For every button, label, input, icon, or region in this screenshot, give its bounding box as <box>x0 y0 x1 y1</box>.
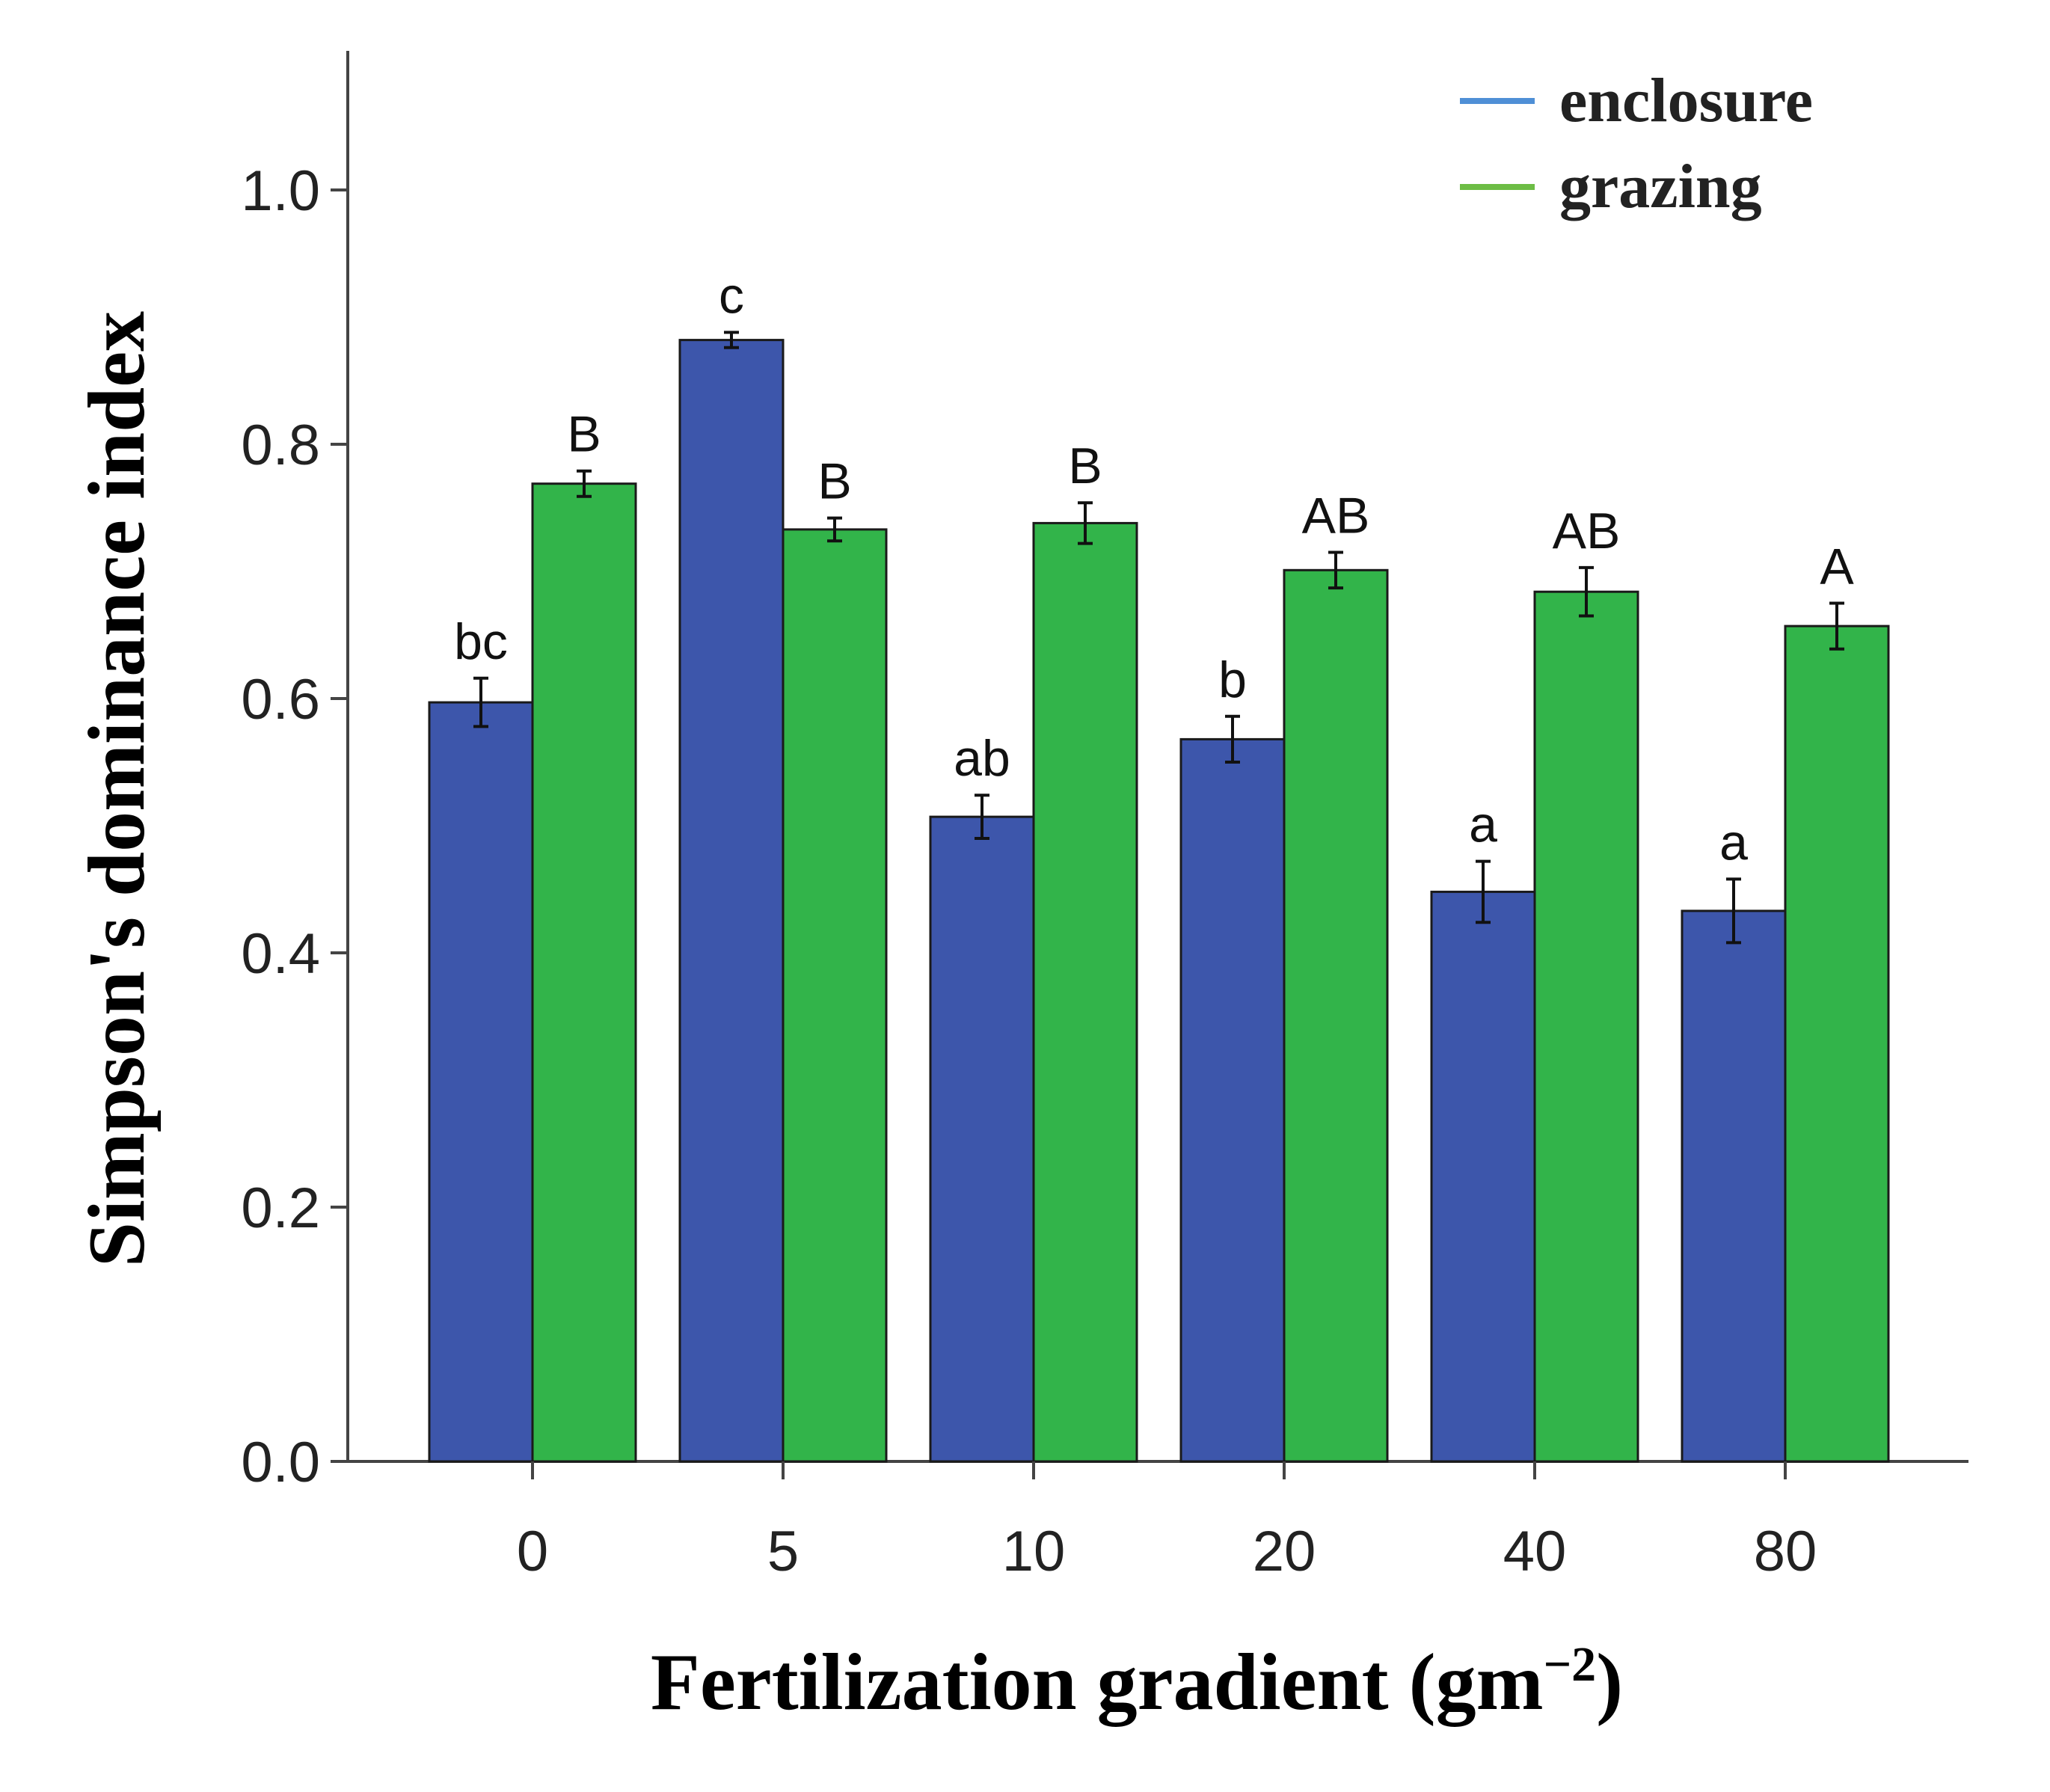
x-tick-label-80: 80 <box>1754 1520 1817 1583</box>
sig-letter-enclosure-5: c <box>719 267 744 324</box>
sig-letter-grazing-20: AB <box>1302 488 1370 544</box>
sig-letter-enclosure-10: ab <box>954 730 1010 787</box>
sig-letter-grazing-5: B <box>817 453 851 510</box>
sig-letter-grazing-10: B <box>1068 438 1102 494</box>
y-axis-ticks: 0.0 0.2 0.4 0.6 0.8 1.0 <box>241 159 348 1494</box>
y-axis-title: Simpson's dominance index <box>73 311 162 1267</box>
x-tick-label-5: 5 <box>767 1520 799 1583</box>
legend-label-enclosure: enclosure <box>1559 66 1813 135</box>
bar-enclosure-40 <box>1430 890 1536 1463</box>
x-axis-title: Fertilization gradient (gm−2) <box>651 1637 1623 1727</box>
bar-enclosure-10 <box>929 815 1035 1463</box>
x-tick-label-0: 0 <box>517 1520 548 1583</box>
x-tick-label-40: 40 <box>1503 1520 1567 1583</box>
significance-letters: bc c ab b a a B B B AB AB A <box>454 267 1854 871</box>
legend: enclosure grazing <box>1460 66 1813 221</box>
sig-letter-enclosure-0: bc <box>454 613 508 670</box>
y-tick-label: 1.0 <box>241 159 320 223</box>
bar-grazing-80 <box>1784 625 1890 1463</box>
bar-enclosure-20 <box>1179 737 1286 1463</box>
x-tick-label-10: 10 <box>1002 1520 1066 1583</box>
bar-grazing-10 <box>1032 521 1138 1463</box>
bar-grazing-5 <box>782 528 888 1463</box>
bar-series <box>428 339 1890 1463</box>
sig-letter-enclosure-20: b <box>1218 651 1247 708</box>
sig-letter-enclosure-80: a <box>1719 814 1748 871</box>
error-bars <box>473 331 1844 945</box>
bar-grazing-20 <box>1283 568 1389 1463</box>
y-tick-label: 0.6 <box>241 668 320 731</box>
sig-letter-enclosure-40: a <box>1469 797 1497 853</box>
x-axis-ticks: 0 5 10 20 40 80 <box>517 1461 1817 1583</box>
sig-letter-grazing-80: A <box>1820 538 1854 595</box>
y-tick-label: 0.0 <box>241 1431 320 1494</box>
x-tick-label-20: 20 <box>1253 1520 1316 1583</box>
bar-grazing-40 <box>1533 590 1639 1463</box>
bar-grazing-0 <box>531 482 637 1463</box>
sig-letter-grazing-0: B <box>567 406 601 463</box>
y-tick-label: 0.2 <box>241 1176 320 1240</box>
legend-label-grazing: grazing <box>1559 152 1762 221</box>
bar-enclosure-80 <box>1681 909 1787 1463</box>
y-tick-label: 0.4 <box>241 922 320 986</box>
sig-letter-grazing-40: AB <box>1553 503 1621 559</box>
y-tick-label: 0.8 <box>241 414 320 477</box>
bar-enclosure-0 <box>428 701 534 1463</box>
bar-enclosure-5 <box>678 339 785 1463</box>
